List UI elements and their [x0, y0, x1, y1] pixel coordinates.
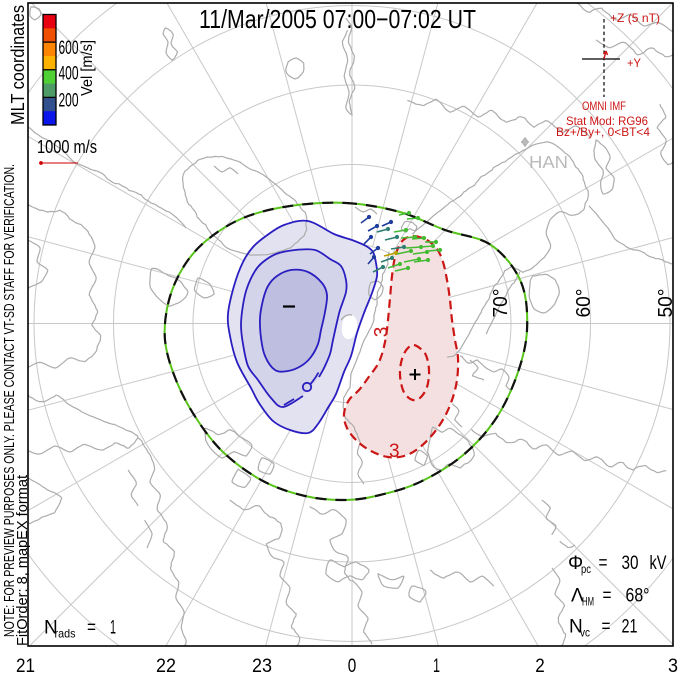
svg-text:1000 m/s: 1000 m/s [37, 137, 97, 157]
svg-text:11/Mar/2005 07:00−07:02 UT: 11/Mar/2005 07:00−07:02 UT [199, 4, 476, 34]
svg-text:+Y: +Y [627, 56, 641, 70]
svg-text:3: 3 [668, 656, 678, 674]
svg-text:pc: pc [581, 562, 591, 576]
svg-text:N: N [569, 617, 583, 638]
svg-text:=: = [602, 617, 611, 638]
svg-text:Bz+/By+, 0<BT<4: Bz+/By+, 0<BT<4 [556, 125, 650, 139]
svg-text:NOTE: FOR PREVIEW PURPOSES ONL: NOTE: FOR PREVIEW PURPOSES ONLY. PLEASE … [2, 164, 18, 637]
svg-text:HM: HM [582, 595, 594, 609]
svg-text:rads: rads [55, 627, 76, 641]
svg-text:23: 23 [252, 656, 272, 674]
svg-text:21: 21 [622, 617, 638, 638]
svg-text:=: = [599, 553, 608, 574]
svg-text:vc: vc [580, 626, 590, 640]
svg-text:30: 30 [622, 553, 639, 574]
svg-text:MLT coordinates: MLT coordinates [7, 5, 28, 125]
svg-text:68°: 68° [626, 586, 650, 607]
svg-text:Stat Mod: RG96: Stat Mod: RG96 [566, 114, 648, 128]
svg-text:50°: 50° [655, 289, 677, 318]
svg-text:3: 3 [372, 327, 393, 338]
svg-text:HAN: HAN [529, 152, 568, 172]
svg-text:1: 1 [110, 618, 116, 639]
svg-text:Vel [m/s]: Vel [m/s] [79, 40, 96, 96]
svg-text:+Z (5 nT): +Z (5 nT) [610, 11, 660, 25]
svg-text:2: 2 [535, 656, 545, 674]
svg-text:OMNI IMF: OMNI IMF [582, 99, 626, 113]
svg-text:60°: 60° [573, 289, 595, 318]
svg-text:FitOrder: 8, mapEX format: FitOrder: 8, mapEX format [14, 474, 31, 646]
svg-text:N: N [44, 618, 58, 639]
svg-text:=: = [603, 586, 612, 607]
svg-text:70°: 70° [490, 289, 512, 318]
svg-text:21: 21 [16, 656, 35, 674]
svg-text:kV: kV [650, 553, 667, 574]
svg-text:Λ: Λ [571, 586, 584, 607]
svg-text:1: 1 [433, 656, 440, 674]
svg-text:0: 0 [348, 656, 357, 674]
svg-text:Φ: Φ [568, 553, 583, 574]
svg-text:=: = [87, 618, 96, 639]
svg-text:600: 600 [59, 38, 79, 59]
svg-text:22: 22 [156, 656, 176, 674]
svg-text:200: 200 [59, 91, 79, 112]
svg-text:400: 400 [59, 64, 79, 85]
svg-text:3: 3 [389, 441, 400, 462]
